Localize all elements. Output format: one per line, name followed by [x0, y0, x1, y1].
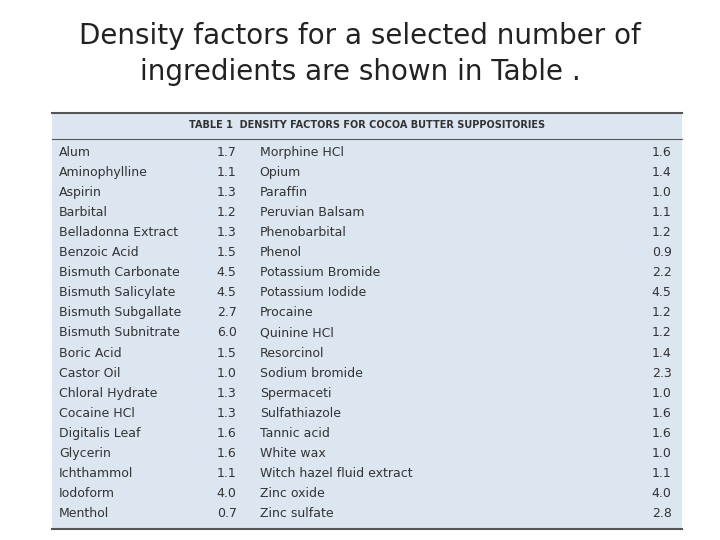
Text: 1.7: 1.7	[217, 146, 237, 159]
Text: Density factors for a selected number of
ingredients are shown in Table .: Density factors for a selected number of…	[79, 22, 641, 86]
Text: Barbital: Barbital	[59, 206, 108, 219]
Text: 1.1: 1.1	[652, 206, 672, 219]
Text: 1.0: 1.0	[652, 447, 672, 460]
Text: Phenobarbital: Phenobarbital	[260, 226, 346, 239]
Text: Zinc sulfate: Zinc sulfate	[260, 507, 333, 520]
Text: 4.5: 4.5	[652, 286, 672, 299]
Text: 1.2: 1.2	[652, 326, 672, 340]
FancyBboxPatch shape	[52, 113, 683, 529]
Text: 0.7: 0.7	[217, 507, 237, 520]
Text: Benzoic Acid: Benzoic Acid	[59, 246, 139, 259]
Text: 4.5: 4.5	[217, 266, 237, 279]
Text: 1.0: 1.0	[217, 367, 237, 380]
Text: 4.0: 4.0	[217, 487, 237, 500]
Text: 1.0: 1.0	[652, 186, 672, 199]
Text: 6.0: 6.0	[217, 326, 237, 340]
Text: Quinine HCl: Quinine HCl	[260, 326, 333, 340]
Text: Sulfathiazole: Sulfathiazole	[260, 407, 341, 420]
Text: Ichthammol: Ichthammol	[59, 467, 133, 480]
Text: 1.6: 1.6	[652, 407, 672, 420]
Text: Potassium Iodide: Potassium Iodide	[260, 286, 366, 299]
Text: 1.3: 1.3	[217, 226, 236, 239]
Text: 4.5: 4.5	[217, 286, 237, 299]
Text: Bismuth Subnitrate: Bismuth Subnitrate	[59, 326, 180, 340]
Text: 1.5: 1.5	[217, 347, 237, 360]
Text: 4.0: 4.0	[652, 487, 672, 500]
Text: 1.3: 1.3	[217, 407, 236, 420]
Text: Chloral Hydrate: Chloral Hydrate	[59, 387, 158, 400]
Text: Aminophylline: Aminophylline	[59, 166, 148, 179]
Text: Sodium bromide: Sodium bromide	[260, 367, 363, 380]
Text: Aspirin: Aspirin	[59, 186, 102, 199]
Text: 1.2: 1.2	[217, 206, 236, 219]
Text: Iodoform: Iodoform	[59, 487, 115, 500]
Text: Phenol: Phenol	[260, 246, 302, 259]
Text: 1.6: 1.6	[652, 146, 672, 159]
Text: Boric Acid: Boric Acid	[59, 347, 122, 360]
Text: Zinc oxide: Zinc oxide	[260, 487, 325, 500]
Text: Resorcinol: Resorcinol	[260, 347, 324, 360]
Text: 2.8: 2.8	[652, 507, 672, 520]
Text: Alum: Alum	[59, 146, 91, 159]
Text: Witch hazel fluid extract: Witch hazel fluid extract	[260, 467, 413, 480]
Text: Glycerin: Glycerin	[59, 447, 111, 460]
Text: Paraffin: Paraffin	[260, 186, 307, 199]
Text: Spermaceti: Spermaceti	[260, 387, 331, 400]
Text: Menthol: Menthol	[59, 507, 109, 520]
Text: 2.3: 2.3	[652, 367, 672, 380]
Text: Potassium Bromide: Potassium Bromide	[260, 266, 380, 279]
Text: 2.7: 2.7	[217, 306, 237, 319]
Text: 1.6: 1.6	[217, 447, 236, 460]
Text: 1.0: 1.0	[652, 387, 672, 400]
Text: Cocaine HCl: Cocaine HCl	[59, 407, 135, 420]
Text: Peruvian Balsam: Peruvian Balsam	[260, 206, 364, 219]
Text: 1.1: 1.1	[652, 467, 672, 480]
Text: 1.4: 1.4	[652, 347, 672, 360]
Text: Bismuth Salicylate: Bismuth Salicylate	[59, 286, 176, 299]
Text: 1.6: 1.6	[652, 427, 672, 440]
Text: Castor Oil: Castor Oil	[59, 367, 121, 380]
Text: 1.2: 1.2	[652, 306, 672, 319]
Text: 1.3: 1.3	[217, 387, 236, 400]
Text: 1.4: 1.4	[652, 166, 672, 179]
Text: Digitalis Leaf: Digitalis Leaf	[59, 427, 140, 440]
Text: 1.1: 1.1	[217, 166, 236, 179]
Text: TABLE 1  DENSITY FACTORS FOR COCOA BUTTER SUPPOSITORIES: TABLE 1 DENSITY FACTORS FOR COCOA BUTTER…	[189, 120, 545, 130]
Text: 1.5: 1.5	[217, 246, 237, 259]
Text: 1.6: 1.6	[217, 427, 236, 440]
Text: Bismuth Subgallate: Bismuth Subgallate	[59, 306, 181, 319]
Text: Bismuth Carbonate: Bismuth Carbonate	[59, 266, 180, 279]
Text: Tannic acid: Tannic acid	[260, 427, 330, 440]
Text: 1.2: 1.2	[652, 226, 672, 239]
Text: Opium: Opium	[260, 166, 301, 179]
Text: 2.2: 2.2	[652, 266, 672, 279]
Text: White wax: White wax	[260, 447, 325, 460]
Text: 1.3: 1.3	[217, 186, 236, 199]
Text: Morphine HCl: Morphine HCl	[260, 146, 343, 159]
Text: 1.1: 1.1	[217, 467, 236, 480]
Text: Belladonna Extract: Belladonna Extract	[59, 226, 179, 239]
Text: 0.9: 0.9	[652, 246, 672, 259]
Text: Procaine: Procaine	[260, 306, 313, 319]
